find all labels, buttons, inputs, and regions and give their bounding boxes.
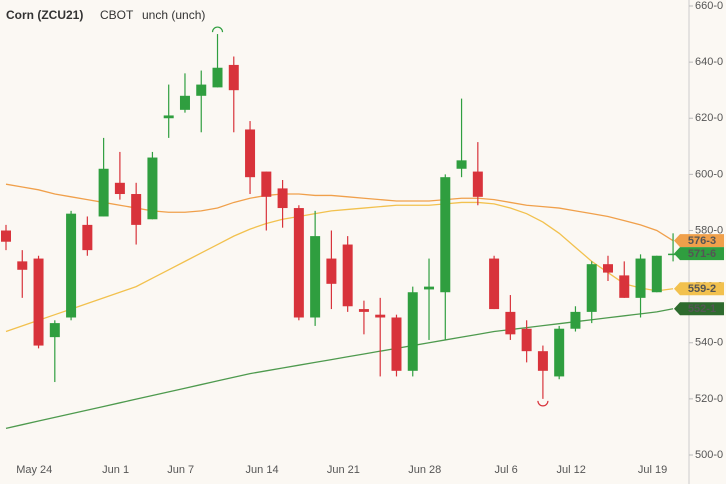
- x-tick-label: Jun 21: [327, 464, 360, 476]
- candle-body: [586, 264, 597, 312]
- candle-body: [277, 188, 288, 209]
- high-marker: [211, 26, 224, 33]
- y-tick-label: 580-0: [695, 224, 723, 236]
- candle-body: [358, 309, 369, 312]
- candle-body: [407, 292, 418, 371]
- x-tick-label: Jul 19: [638, 464, 667, 476]
- candle-body: [33, 258, 44, 346]
- candle-body: [554, 328, 565, 377]
- x-tick-label: Jun 28: [408, 464, 441, 476]
- moving-average: [5, 201, 674, 333]
- candle-body: [163, 115, 174, 119]
- y-tick-label: 620-0: [695, 112, 723, 124]
- y-tick-label: 600-0: [695, 168, 723, 180]
- candle-body: [49, 323, 60, 338]
- price-tag: [674, 234, 724, 248]
- candle-body: [179, 95, 190, 110]
- candle-body: [651, 255, 662, 293]
- x-tick-label: Jul 6: [494, 464, 517, 476]
- candle-body: [196, 84, 207, 96]
- chart-title: Corn (ZCU21): [6, 8, 83, 22]
- x-tick-label: May 24: [16, 464, 52, 476]
- moving-average: [5, 183, 674, 242]
- candle-body: [310, 236, 321, 318]
- candle-body: [147, 157, 158, 220]
- candle-body: [293, 208, 304, 318]
- candle-body: [342, 244, 353, 307]
- candle-body: [668, 253, 679, 256]
- candle-body: [472, 171, 483, 197]
- price-tag: [674, 302, 724, 316]
- price-tag-label: 576-3: [688, 235, 716, 247]
- candle-body: [212, 67, 223, 88]
- candle-body: [98, 168, 109, 217]
- price-tag-label: 571-6: [688, 248, 716, 260]
- candle-body: [245, 129, 256, 178]
- exchange: CBOT: [100, 8, 134, 22]
- candle-body: [424, 286, 435, 290]
- y-tick-label: 520-0: [695, 393, 723, 405]
- y-tick-label: 660-0: [695, 0, 723, 12]
- price-tag-label: 559-2: [688, 283, 716, 295]
- candle-body: [326, 258, 337, 284]
- candle-body: [570, 311, 581, 329]
- candle-body: [82, 224, 93, 251]
- candle-body: [489, 258, 500, 310]
- candle-body: [619, 275, 630, 298]
- price-tag: [674, 282, 724, 296]
- x-tick-label: Jun 7: [167, 464, 194, 476]
- y-tick-label: 500-0: [695, 449, 723, 461]
- candle-body: [635, 258, 646, 298]
- candle-body: [375, 314, 386, 318]
- x-tick-label: Jun 1: [102, 464, 129, 476]
- candle-body: [537, 351, 548, 371]
- candle-body: [17, 261, 28, 270]
- moving-average: [5, 308, 674, 429]
- candle-body: [440, 177, 451, 293]
- candle-body: [391, 317, 402, 371]
- x-tick-label: Jul 12: [557, 464, 586, 476]
- candle-body: [261, 171, 272, 197]
- x-tick-label: Jun 14: [246, 464, 279, 476]
- low-marker: [537, 400, 549, 407]
- candle-body: [456, 160, 467, 169]
- y-tick-label: 640-0: [695, 56, 723, 68]
- candle-body: [66, 213, 77, 318]
- change: unch (unch): [142, 8, 205, 22]
- candle-body: [602, 264, 613, 273]
- price-tag-label: 552-1: [688, 303, 716, 315]
- candle-body: [505, 311, 516, 335]
- price-tag: [674, 247, 724, 261]
- candle-body: [228, 64, 239, 91]
- candle-body: [114, 182, 125, 195]
- candle-body: [1, 230, 11, 242]
- candle-body: [521, 328, 532, 352]
- candle-body: [131, 194, 142, 225]
- y-tick-label: 540-0: [695, 337, 723, 349]
